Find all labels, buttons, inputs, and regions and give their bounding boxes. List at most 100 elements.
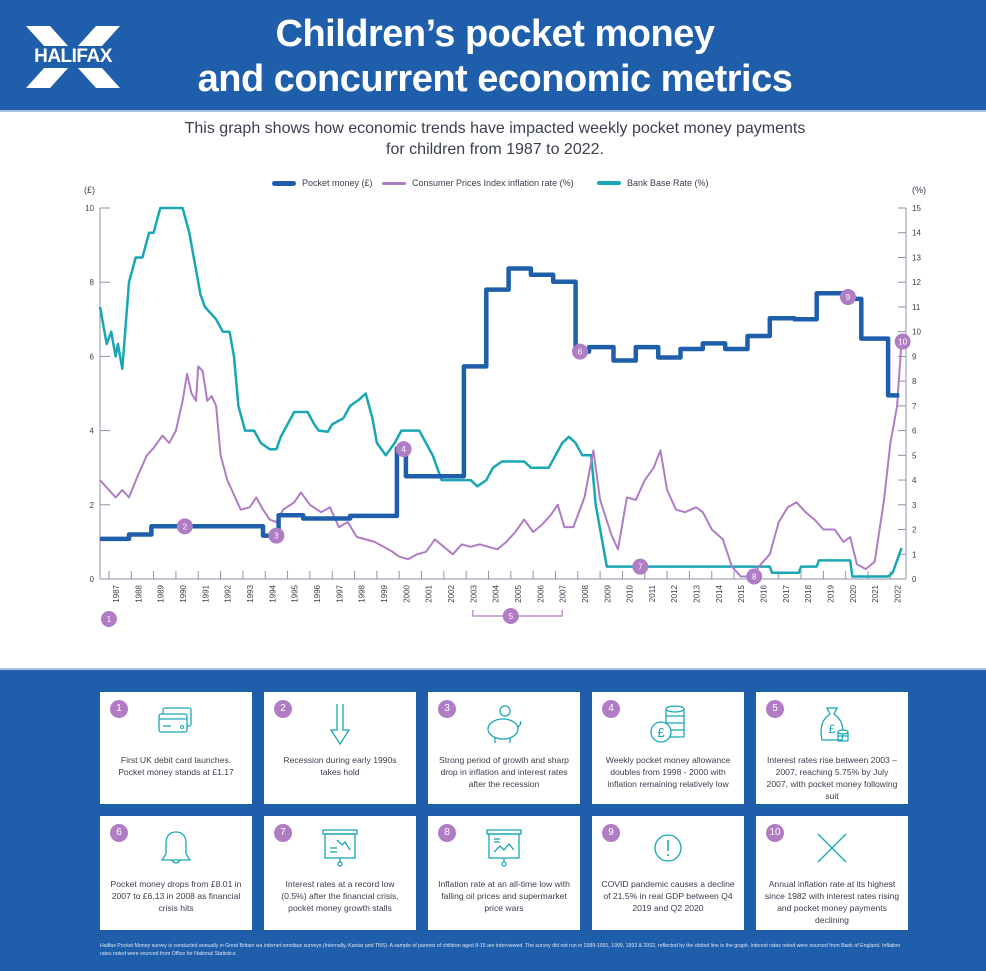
x-axis-tick-label: 1987	[112, 584, 121, 602]
card-description: Strong period of growth and sharp drop i…	[439, 755, 569, 789]
subtitle-line-1: This graph shows how economic trends hav…	[184, 120, 806, 137]
right-axis-tick-label: 13	[912, 253, 921, 262]
piggy-bank-icon	[479, 702, 529, 746]
right-axis-tick-label: 3	[912, 501, 917, 510]
left-axis-tick-label: 2	[90, 501, 95, 510]
legend-swatch-bank-rate	[597, 181, 621, 185]
credit-cards-icon	[151, 702, 201, 746]
card-description: First UK debit card launches. Pocket mon…	[118, 755, 234, 777]
annotation-marker-3	[268, 527, 285, 544]
annotation-marker-10	[894, 333, 911, 350]
left-axis-tick-label: 10	[85, 204, 94, 213]
legend-label-cpi: Consumer Prices Index inflation rate (%)	[412, 178, 574, 188]
x-axis-tick-label: 1994	[268, 584, 277, 602]
x-axis-tick-label: 2008	[581, 584, 590, 602]
page-title: Children’s pocket money and concurrent e…	[180, 12, 810, 102]
annotation-label-5: 5	[509, 612, 514, 621]
card-number-badge: 8	[438, 824, 456, 842]
title-line-2: and concurrent economic metrics	[197, 58, 793, 100]
legend-label-bank-rate: Bank Base Rate (%)	[627, 178, 709, 188]
event-card-5: 5 £ Interest rates rise between 2003 – 200…	[756, 692, 908, 804]
annotation-marker-6	[572, 343, 589, 360]
annotation-marker-7	[632, 558, 649, 575]
x-axis-tick-label: 2018	[804, 584, 813, 602]
card-number-badge: 2	[274, 700, 292, 718]
card-number-badge: 3	[438, 700, 456, 718]
x-axis-tick-label: 1999	[380, 584, 389, 602]
annotation-label-4: 4	[401, 445, 406, 454]
header-banner: HALIFAX Children’s pocket money and conc…	[0, 0, 986, 110]
series-pocket-money	[100, 266, 900, 542]
right-axis-tick-label: 7	[912, 402, 917, 411]
x-axis-tick-label: 1993	[246, 584, 255, 602]
legend-item-pocket-money: Pocket money (£)	[272, 178, 373, 188]
svg-text:£: £	[829, 722, 836, 736]
event-card-3: 3 Strong period of growth and sharp drop …	[428, 692, 580, 804]
legend-item-bank-rate: Bank Base Rate (%)	[597, 178, 709, 188]
x-axis-tick-label: 1995	[291, 584, 300, 602]
card-number-badge: 7	[274, 824, 292, 842]
right-axis-tick-label: 4	[912, 476, 917, 485]
annotation-label-9: 9	[846, 293, 851, 302]
right-axis-tick-label: 0	[912, 575, 917, 584]
right-axis-tick-label: 1	[912, 550, 917, 559]
right-axis-tick-label: 14	[912, 229, 921, 238]
x-axis-tick-label: 1988	[134, 584, 143, 602]
x-axis-tick-label: 2010	[626, 584, 635, 602]
x-axis-tick-label: 2005	[514, 584, 523, 602]
event-card-9: 9 COVID pandemic causes a decline of 21.5…	[592, 816, 744, 930]
annotation-label-10: 10	[898, 338, 907, 347]
annotation-marker-5	[502, 608, 519, 624]
left-axis-tick-label: 6	[90, 352, 95, 361]
x-axis-tick-label: 2020	[849, 584, 858, 602]
left-axis-unit: (£)	[84, 185, 95, 195]
x-axis-tick-label: 2017	[782, 584, 791, 602]
x-axis-tick-label: 1996	[313, 584, 322, 602]
event-card-7: 7 Interest rates at a record low (0.5%) a…	[264, 816, 416, 930]
card-number-badge: 10	[766, 824, 784, 842]
x-axis-tick-label: 2004	[492, 584, 501, 602]
annotation-label-6: 6	[578, 348, 583, 357]
annotation-marker-4	[395, 441, 412, 458]
x-axis-tick-label: 2021	[871, 584, 880, 602]
card-description: Pocket money drops from £8.01 in 2007 to…	[110, 879, 242, 913]
x-axis-tick-label: 2000	[402, 584, 411, 602]
pound-coins-icon: £	[643, 702, 693, 746]
x-axis-tick-label: 2019	[827, 584, 836, 602]
x-axis-tick-label: 2013	[693, 584, 702, 602]
x-axis-tick-label: 1990	[179, 584, 188, 602]
x-axis-tick-label: 2012	[670, 584, 679, 602]
right-axis-tick-label: 6	[912, 427, 917, 436]
x-axis-tick-label: 2022	[894, 584, 903, 602]
svg-text:£: £	[657, 725, 665, 740]
right-axis-tick-label: 2	[912, 526, 917, 535]
x-axis-tick-label: 1989	[157, 584, 166, 602]
x-axis-tick-label: 1997	[335, 584, 344, 602]
card-description: Interest rates rise between 2003 – 2007,…	[766, 755, 898, 801]
x-axis-tick-label: 2016	[760, 584, 769, 602]
x-axis-tick-label: 2009	[603, 584, 612, 602]
chart-legend: Pocket money (£) Consumer Prices Index i…	[0, 178, 986, 192]
right-axis-tick-label: 11	[912, 303, 921, 312]
arrow-down-icon	[315, 702, 365, 746]
event-card-1: 1 First UK debit card launches. Pocket mo…	[100, 692, 252, 804]
event-card-8: 8 Inflation rate at an all-time low with …	[428, 816, 580, 930]
x-axis-tick-label: 2015	[737, 584, 746, 602]
footnote: Halifax Pocket Money survey is conducted…	[100, 943, 901, 957]
event-card-4: 4 £ Weekly pocket money allowance doubles …	[592, 692, 744, 804]
x-axis-tick-label: 1998	[358, 584, 367, 602]
annotation-label-7: 7	[638, 563, 643, 572]
annotation-label-1: 1	[107, 615, 112, 624]
annotation-marker-2	[176, 518, 193, 535]
x-axis-tick-label: 2001	[425, 584, 434, 602]
exclamation-circle-icon	[643, 826, 693, 870]
event-card-10: 10 Annual inflation rate at its highest s…	[756, 816, 908, 930]
series-cpi	[99, 341, 903, 578]
card-number-badge: 5	[766, 700, 784, 718]
halifax-logo: HALIFAX	[26, 26, 120, 88]
x-axis-tick-label: 1992	[224, 584, 233, 602]
card-number-badge: 6	[110, 824, 128, 842]
card-number-badge: 4	[602, 700, 620, 718]
event-card-6: 6 Pocket money drops from £8.01 in 2007 t…	[100, 816, 252, 930]
